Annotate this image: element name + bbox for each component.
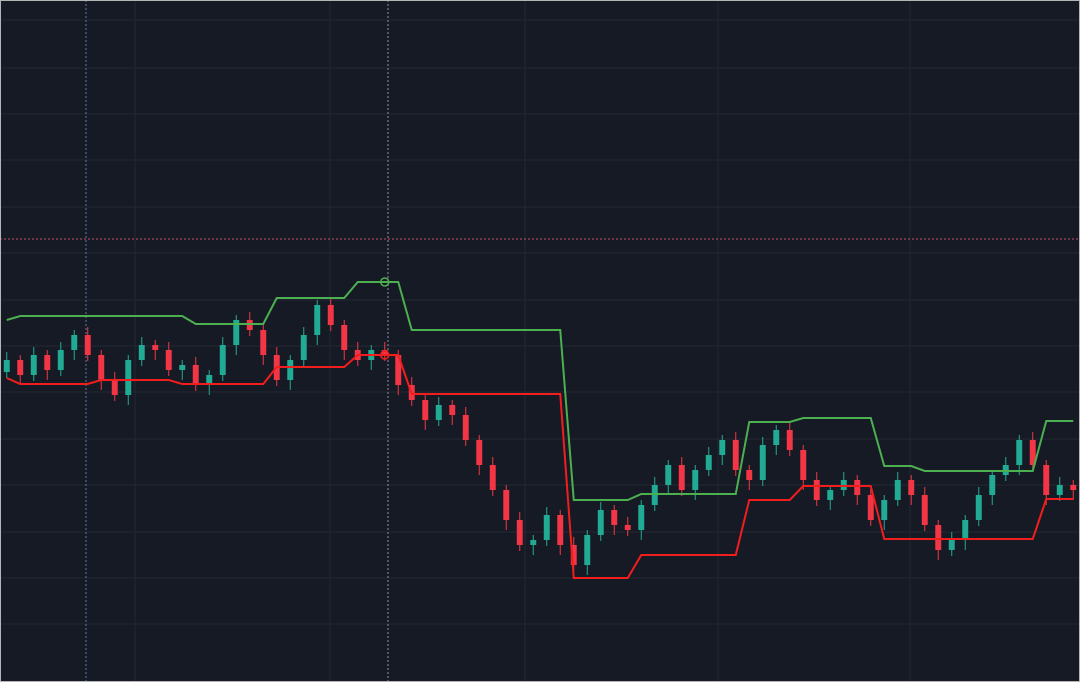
candle-body <box>1056 485 1063 495</box>
candle-body <box>30 355 37 375</box>
candle-body <box>1070 485 1077 490</box>
candle-body <box>341 325 348 350</box>
candle-body <box>624 525 631 530</box>
candle-body <box>975 495 982 520</box>
candle-body <box>300 335 307 360</box>
candle-body <box>381 350 388 355</box>
candle-body <box>719 440 726 455</box>
crosshair-marker <box>380 277 390 287</box>
candle-body <box>435 405 442 420</box>
candle-body <box>732 440 739 470</box>
candle-body <box>759 445 766 480</box>
candle-body <box>206 375 213 385</box>
indicator-line <box>6 354 1074 579</box>
candle-body <box>395 355 402 385</box>
candle-body <box>3 360 10 372</box>
candle-body <box>287 360 294 380</box>
candle-body <box>1029 440 1036 465</box>
candle-body <box>44 355 51 370</box>
plot <box>0 238 1080 579</box>
candle-body <box>98 355 105 380</box>
candle-body <box>597 510 604 535</box>
candle-body <box>462 415 469 440</box>
candle-body <box>314 305 321 335</box>
candle-body <box>422 400 429 420</box>
candle-body <box>800 450 807 480</box>
candle-body <box>152 345 159 350</box>
candle-body <box>503 490 510 520</box>
candle-body <box>1016 440 1023 465</box>
candle-body <box>962 520 969 540</box>
candle-body <box>881 500 888 520</box>
candle-body <box>921 495 928 525</box>
candle-body <box>71 335 78 350</box>
candle-body <box>786 430 793 450</box>
candle-body <box>813 480 820 500</box>
candle-body <box>692 470 699 490</box>
candle-body <box>138 345 145 360</box>
candle-body <box>894 480 901 500</box>
crosshair-marker <box>380 350 390 360</box>
candle-body <box>746 470 753 480</box>
candle-body <box>489 465 496 490</box>
candle-body <box>638 505 645 530</box>
candle-body <box>827 490 834 500</box>
candle-body <box>476 440 483 465</box>
candle-body <box>84 335 91 355</box>
candle-body <box>111 380 118 395</box>
candle-body <box>1043 465 1050 495</box>
candle-body <box>516 520 523 545</box>
candle-body <box>260 330 267 355</box>
candle-body <box>557 515 564 545</box>
candle-body <box>584 535 591 565</box>
candle-body <box>57 350 64 370</box>
candle-body <box>867 495 874 520</box>
candle-body <box>449 405 456 415</box>
candle-body <box>935 525 942 550</box>
candle-body <box>611 510 618 525</box>
candle-body <box>165 350 172 370</box>
candle-body <box>530 540 537 545</box>
candle-body <box>17 360 24 375</box>
candle-body <box>908 480 915 495</box>
candle-body <box>327 305 334 325</box>
candle-body <box>773 430 780 445</box>
indicator-line <box>6 281 1074 501</box>
candle-body <box>854 480 861 495</box>
candle-body <box>179 365 186 370</box>
candle-body <box>665 465 672 485</box>
candle-body <box>989 475 996 495</box>
candle-body <box>705 455 712 470</box>
candle-body <box>570 545 577 565</box>
candle-body <box>543 515 550 540</box>
candle-body <box>219 345 226 375</box>
candle-body <box>233 320 240 345</box>
candle-body <box>948 540 955 550</box>
candle-body <box>192 365 199 385</box>
candle-body <box>678 465 685 490</box>
candle-body <box>125 360 132 395</box>
